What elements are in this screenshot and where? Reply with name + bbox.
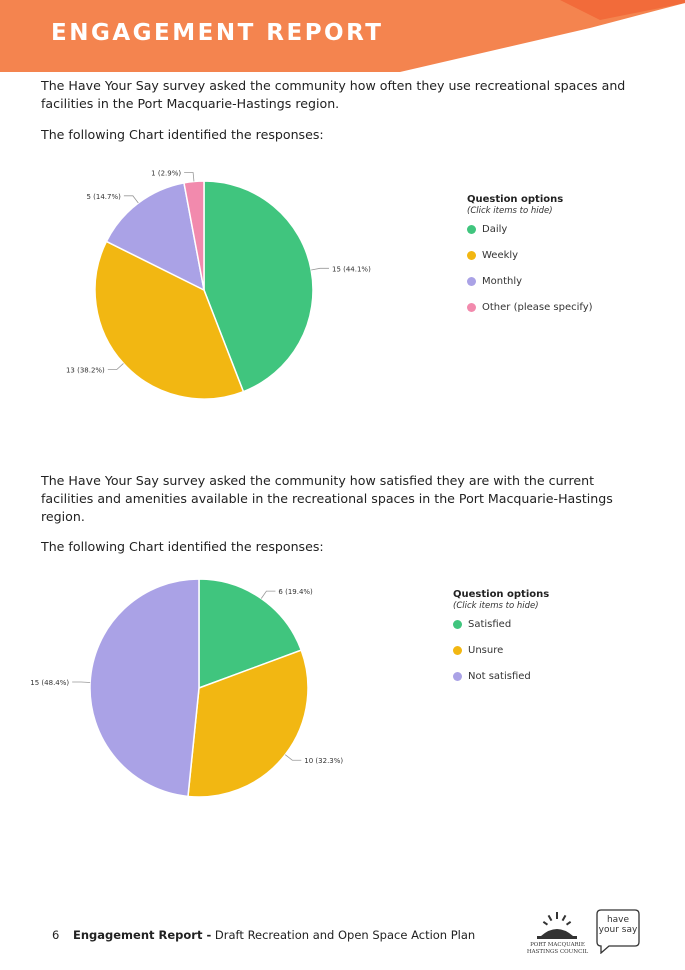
legend-label: Other (please specify) [482, 301, 593, 313]
legend-title: Question options [453, 589, 550, 600]
legend-item-not-satisfied[interactable]: Not satisfied [453, 663, 549, 689]
footer-report-title: Draft Recreation and Open Space Action P… [214, 928, 476, 942]
legend-item-unsure[interactable]: Unsure [453, 637, 549, 663]
leader-line-unsure [284, 754, 302, 761]
legend-item-monthly[interactable]: Monthly [467, 268, 593, 294]
legend-item-daily[interactable]: Daily [467, 216, 593, 242]
legend-dot-satisfied [453, 619, 462, 629]
legend-label: Monthly [482, 275, 523, 287]
council-logo-icon [537, 912, 577, 939]
data-label-weekly: 13 (38.2%) [66, 366, 105, 374]
data-label-satisfied: 6 (19.4%) [278, 588, 313, 596]
legend-label: Not satisfied [468, 670, 531, 682]
legend-item-weekly[interactable]: Weekly [467, 242, 593, 268]
legend-dot-not-satisfied [453, 671, 462, 681]
pie-slice-daily[interactable] [203, 180, 314, 393]
have-your-say-logo-text: have your say [598, 915, 638, 935]
page-number: 6 [52, 928, 60, 942]
legend-dot-monthly [467, 276, 476, 286]
leader-line-monthly [123, 195, 139, 204]
data-label-daily: 15 (44.1%) [332, 265, 371, 273]
leader-line-daily [311, 267, 329, 271]
header-band [0, 0, 685, 72]
legend-usage-frequency: Question options (Click items to hide) D… [467, 194, 593, 320]
footer-report-label: Engagement Report - [72, 928, 212, 942]
header-band-accent [560, 0, 685, 20]
legend-item-satisfied[interactable]: Satisfied [453, 611, 549, 637]
legend-dot-weekly [467, 250, 476, 260]
header-band-shape [0, 0, 685, 72]
legend-label: Weekly [482, 249, 519, 261]
have-your-say-logo-icon [596, 909, 640, 954]
section2-intro: The Have Your Say survey asked the commu… [41, 473, 613, 524]
data-label-not-satisfied: 15 (48.4%) [30, 679, 69, 687]
footer: 6 Engagement Report - Draft Recreation a… [52, 928, 475, 942]
section1-intro: The Have Your Say survey asked the commu… [41, 78, 626, 111]
page-title: ENGAGEMENT REPORT [51, 20, 384, 46]
legend-dot-other [467, 302, 476, 312]
data-label-other-please-specify: 1 (2.9%) [151, 170, 181, 178]
data-label-monthly: 5 (14.7%) [86, 193, 121, 201]
pie-slice-weekly[interactable] [94, 240, 245, 400]
leader-line-other-please-specify [184, 172, 195, 182]
section2-lead: The following Chart identified the respo… [41, 539, 324, 554]
leader-line-satisfied [260, 590, 276, 599]
legend-satisfaction: Question options (Click items to hide) S… [453, 589, 549, 689]
legend-item-other[interactable]: Other (please specify) [467, 294, 593, 320]
legend-label: Daily [482, 223, 508, 235]
legend-dot-unsure [453, 645, 462, 655]
legend-label: Satisfied [468, 618, 512, 630]
pie-chart-satisfaction: 6 (19.4%) 10 (32.3%) 15 (48.4%) [30, 578, 343, 798]
legend-subtitle: (Click items to hide) [453, 601, 539, 611]
pie-chart-usage-frequency: 15 (44.1%) 13 (38.2%) 5 (14.7%) 1 (2.9%) [66, 170, 371, 400]
legend-subtitle: (Click items to hide) [467, 206, 553, 216]
data-label-unsure: 10 (32.3%) [304, 757, 343, 765]
section1-lead: The following Chart identified the respo… [41, 127, 324, 142]
council-logo-text: PORT MACQUARIE HASTINGS COUNCIL [526, 942, 589, 955]
legend-title: Question options [467, 194, 564, 205]
pie-slice-not-satisfied[interactable] [89, 578, 200, 798]
legend-label: Unsure [468, 644, 504, 656]
leader-line-weekly [107, 363, 124, 370]
legend-dot-daily [467, 224, 476, 234]
